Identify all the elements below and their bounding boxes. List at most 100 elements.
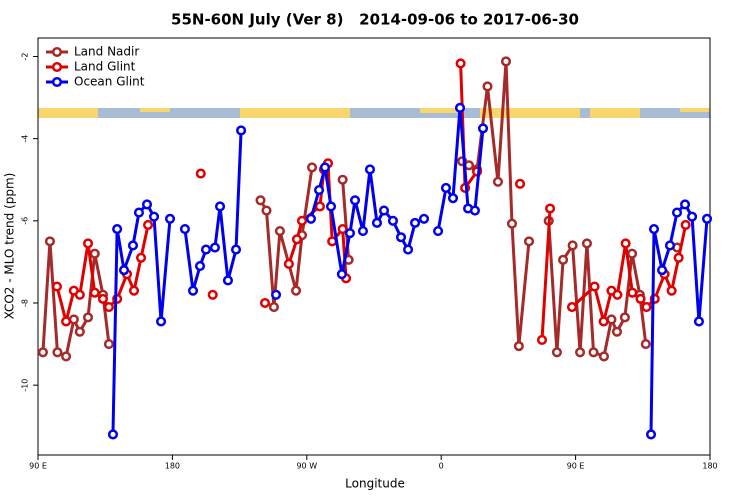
- point: [673, 252, 684, 263]
- point: [74, 289, 85, 300]
- point: [378, 205, 390, 216]
- point: [455, 58, 466, 69]
- point: [97, 293, 109, 304]
- point: [440, 182, 452, 194]
- point: [325, 201, 337, 212]
- y-tick-label: -8: [21, 299, 30, 307]
- point: [620, 238, 631, 249]
- point: [402, 244, 414, 255]
- point: [418, 213, 430, 224]
- point: [103, 302, 114, 313]
- point: [598, 316, 609, 327]
- point: [680, 219, 691, 230]
- point: [207, 289, 218, 300]
- point: [127, 240, 139, 251]
- point: [635, 293, 646, 304]
- point: [74, 326, 85, 337]
- point: [194, 260, 206, 272]
- point: [52, 347, 63, 358]
- point: [51, 281, 63, 292]
- point: [371, 217, 383, 228]
- point: [261, 205, 272, 216]
- point: [575, 347, 586, 358]
- point: [344, 228, 356, 239]
- point: [156, 316, 167, 327]
- point: [666, 285, 677, 296]
- point: [671, 207, 683, 218]
- point: [143, 219, 154, 230]
- point: [598, 351, 610, 362]
- point: [611, 326, 623, 337]
- point: [701, 213, 713, 224]
- point: [133, 207, 144, 218]
- y-tick-label: -2: [21, 52, 30, 60]
- point: [589, 281, 600, 292]
- legend-label: Land Glint: [74, 60, 136, 74]
- plot-frame: [37, 37, 711, 456]
- point: [619, 312, 630, 323]
- point: [313, 184, 325, 196]
- point: [645, 429, 657, 440]
- point: [648, 223, 660, 235]
- point: [433, 226, 444, 237]
- point: [89, 287, 100, 298]
- point: [336, 269, 347, 280]
- land-strip: [38, 108, 98, 118]
- point: [37, 347, 48, 358]
- point: [513, 341, 524, 352]
- y-tick-label: -10: [21, 379, 30, 392]
- point: [477, 123, 489, 134]
- point: [454, 102, 466, 113]
- x-tick-label: 90 E: [29, 462, 47, 471]
- point: [68, 314, 79, 325]
- point: [148, 211, 160, 222]
- point: [492, 176, 503, 187]
- point: [337, 223, 348, 235]
- point: [135, 252, 147, 263]
- point: [612, 289, 623, 300]
- land-strip: [590, 108, 640, 118]
- point: [214, 201, 226, 212]
- point: [179, 223, 190, 235]
- point: [305, 213, 317, 224]
- x-axis-label: Longitude: [345, 477, 405, 491]
- point: [164, 213, 176, 224]
- point: [319, 162, 331, 173]
- point: [567, 240, 578, 251]
- point: [680, 199, 691, 210]
- legend-marker: [51, 46, 63, 58]
- land-strip: [680, 108, 710, 112]
- point: [664, 240, 676, 251]
- point: [103, 339, 114, 350]
- point: [626, 248, 638, 259]
- point: [296, 215, 308, 226]
- ocean-strip: [38, 108, 710, 118]
- point: [270, 289, 282, 300]
- point: [410, 217, 421, 228]
- point: [283, 258, 294, 270]
- point: [44, 236, 55, 247]
- point: [118, 265, 130, 276]
- point: [469, 205, 480, 216]
- y-tick-label: -6: [21, 217, 30, 225]
- point: [482, 81, 493, 92]
- point: [291, 234, 302, 245]
- point: [107, 429, 119, 440]
- point: [364, 164, 376, 175]
- point: [514, 178, 526, 189]
- point: [259, 297, 271, 309]
- point: [61, 351, 72, 362]
- point: [306, 162, 318, 173]
- point: [112, 223, 123, 235]
- point: [141, 199, 153, 210]
- legend-marker: [51, 61, 63, 73]
- x-tick-label: 90 E: [567, 462, 585, 471]
- series-line: [111, 107, 709, 435]
- legend-label: Ocean Glint: [74, 75, 145, 89]
- point: [447, 193, 459, 204]
- point: [222, 275, 234, 286]
- point: [641, 302, 652, 313]
- point: [566, 302, 578, 313]
- point: [82, 312, 94, 323]
- point: [627, 287, 638, 298]
